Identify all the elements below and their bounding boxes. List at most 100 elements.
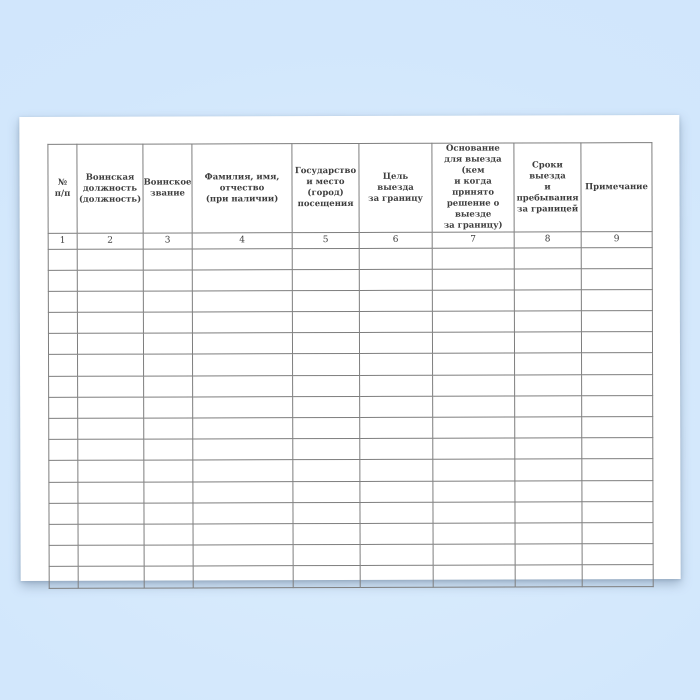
- empty-cell: [48, 418, 78, 440]
- empty-cell: [48, 333, 78, 355]
- column-header-number: № п/п: [47, 144, 78, 234]
- column-header-full-name: Фамилия, имя, отчество (при наличии): [191, 143, 293, 233]
- empty-cell: [144, 523, 194, 546]
- table-row: [48, 458, 653, 482]
- empty-cell: [359, 480, 433, 503]
- empty-cell: [77, 354, 144, 376]
- empty-cell: [514, 416, 582, 439]
- empty-cell: [48, 439, 78, 461]
- empty-cell: [192, 269, 293, 291]
- column-number: 1: [48, 233, 78, 249]
- empty-cell: [77, 460, 144, 482]
- column-header-rank: Воинское звание: [142, 143, 193, 234]
- empty-cell: [514, 459, 582, 481]
- column-number: 4: [192, 232, 293, 249]
- column-number: 8: [514, 231, 582, 248]
- column-number: 6: [359, 232, 433, 248]
- empty-cell: [292, 332, 360, 355]
- empty-cell: [581, 289, 653, 311]
- empty-cell: [581, 480, 653, 502]
- empty-cell: [292, 353, 360, 376]
- empty-cell: [293, 565, 361, 588]
- empty-cell: [360, 523, 434, 545]
- empty-cell: [77, 481, 144, 504]
- empty-cell: [359, 374, 433, 397]
- empty-cell: [360, 565, 434, 587]
- column-number-row: 1 2 3 4 5 6 7 8 9: [48, 231, 653, 249]
- empty-cell: [514, 289, 582, 312]
- empty-cell: [359, 353, 433, 376]
- empty-cell: [581, 268, 653, 290]
- empty-cell: [77, 312, 144, 334]
- table-row: [49, 564, 654, 588]
- empty-cell: [433, 544, 516, 566]
- empty-cell: [48, 291, 78, 313]
- empty-cell: [192, 311, 293, 334]
- empty-cell: [192, 290, 293, 313]
- empty-cell: [292, 459, 360, 482]
- column-header-position: Воинская должность (должность): [76, 144, 144, 234]
- table-row: [48, 310, 653, 334]
- empty-cell: [292, 417, 360, 439]
- empty-cell: [293, 523, 361, 545]
- table-row: [48, 247, 653, 271]
- empty-cell: [581, 395, 653, 417]
- empty-cell: [432, 268, 515, 291]
- table-row: [48, 289, 653, 313]
- empty-cell: [292, 290, 360, 312]
- empty-cell: [193, 523, 294, 546]
- empty-cell: [432, 438, 515, 460]
- empty-cell: [48, 248, 78, 271]
- empty-cell: [581, 416, 653, 439]
- empty-cell: [192, 375, 293, 397]
- empty-cell: [432, 289, 515, 312]
- empty-cell: [292, 396, 360, 418]
- empty-cell: [292, 375, 360, 397]
- empty-cell: [514, 438, 582, 460]
- empty-cell: [143, 396, 193, 419]
- empty-cell: [143, 417, 193, 440]
- empty-cell: [77, 333, 144, 355]
- column-header-purpose: Цель выезда за границу: [358, 143, 433, 233]
- column-number: 2: [77, 233, 144, 249]
- column-number: 3: [143, 232, 193, 249]
- empty-cell: [359, 311, 433, 333]
- empty-cell: [143, 439, 193, 461]
- empty-cell: [77, 248, 144, 270]
- empty-cell: [359, 396, 433, 418]
- empty-cell: [581, 501, 654, 523]
- empty-cell: [143, 502, 194, 525]
- header-row: № п/п Воинская должность (должность) Вои…: [47, 142, 653, 234]
- empty-cell: [432, 459, 515, 481]
- empty-cell: [515, 565, 583, 587]
- empty-cell: [192, 417, 293, 440]
- empty-cell: [581, 374, 653, 396]
- empty-cell: [48, 354, 78, 377]
- empty-cell: [292, 247, 360, 270]
- empty-cell: [78, 566, 145, 588]
- empty-cell: [144, 566, 194, 588]
- empty-cell: [143, 333, 193, 355]
- empty-cell: [514, 374, 582, 396]
- empty-cell: [432, 395, 515, 418]
- empty-cell: [360, 544, 434, 566]
- empty-cell: [49, 524, 79, 546]
- empty-cell: [359, 247, 433, 270]
- column-number: 9: [581, 231, 653, 248]
- empty-cell: [143, 269, 193, 291]
- empty-cell: [359, 417, 433, 439]
- empty-cell: [514, 501, 583, 523]
- empty-cell: [192, 332, 293, 355]
- empty-cell: [292, 269, 360, 291]
- table-row: [48, 353, 653, 377]
- empty-cell: [192, 502, 294, 524]
- empty-cell: [192, 438, 293, 461]
- empty-cell: [359, 332, 433, 354]
- empty-cell: [514, 353, 582, 375]
- empty-cell: [48, 269, 78, 292]
- empty-cell: [143, 460, 193, 482]
- empty-cell: [78, 524, 145, 546]
- table-row: [48, 501, 654, 525]
- empty-cell: [292, 502, 361, 524]
